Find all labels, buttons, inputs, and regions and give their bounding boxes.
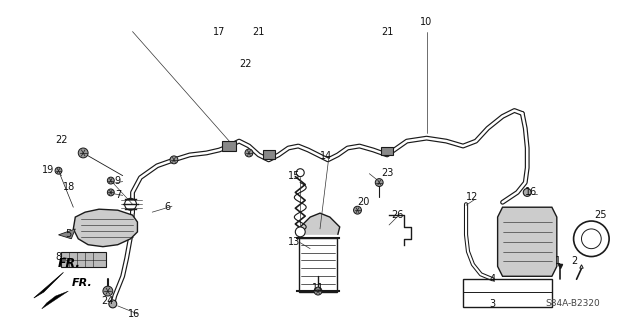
Circle shape [125,198,136,210]
Circle shape [78,148,88,158]
Text: 9: 9 [115,175,121,186]
Polygon shape [74,209,138,247]
Polygon shape [58,229,76,239]
Text: 16: 16 [127,309,140,319]
Circle shape [103,286,113,296]
Circle shape [573,221,609,256]
Polygon shape [263,151,275,160]
Text: 23: 23 [381,168,394,178]
Text: 12: 12 [466,192,479,202]
Text: 21: 21 [253,26,265,37]
Polygon shape [42,291,68,309]
Text: 13: 13 [289,237,301,247]
Text: 11: 11 [312,283,324,293]
Text: 18: 18 [63,182,76,192]
Polygon shape [222,141,236,151]
Text: FR.: FR. [71,278,92,288]
Bar [300,238,337,292]
Circle shape [524,189,531,197]
Circle shape [108,177,115,184]
Circle shape [353,206,362,214]
Text: 22: 22 [239,59,252,69]
Circle shape [582,229,601,249]
Bar [463,279,552,307]
Circle shape [170,156,178,164]
Text: 6: 6 [164,202,170,212]
Text: 3: 3 [490,299,496,309]
Text: 17: 17 [213,26,225,37]
Circle shape [314,287,322,295]
Circle shape [295,227,305,237]
Text: 10: 10 [420,17,433,27]
Text: 24: 24 [102,296,114,306]
Text: 2: 2 [572,256,578,266]
Text: 1: 1 [555,256,561,266]
Circle shape [296,169,304,177]
Circle shape [245,149,253,157]
Text: 20: 20 [358,197,370,207]
Text: 15: 15 [289,171,301,181]
Text: 16: 16 [525,188,538,197]
Bar [61,252,106,267]
Text: 22: 22 [56,135,68,145]
Polygon shape [498,207,557,276]
Text: S84A-B2320: S84A-B2320 [545,300,600,308]
Polygon shape [34,272,63,298]
Text: 26: 26 [391,210,403,220]
Text: 4: 4 [490,274,496,284]
Polygon shape [300,213,340,235]
Text: 19: 19 [42,165,54,175]
Text: 25: 25 [595,210,607,220]
Circle shape [375,179,383,187]
Circle shape [108,189,115,196]
Text: 8: 8 [56,252,61,262]
Text: 21: 21 [381,26,394,37]
Polygon shape [381,146,393,155]
Text: 14: 14 [320,151,332,161]
Text: 5: 5 [65,229,72,239]
Text: 7: 7 [115,190,121,200]
Text: FR.: FR. [58,257,81,271]
Circle shape [109,300,116,308]
Circle shape [55,167,62,174]
